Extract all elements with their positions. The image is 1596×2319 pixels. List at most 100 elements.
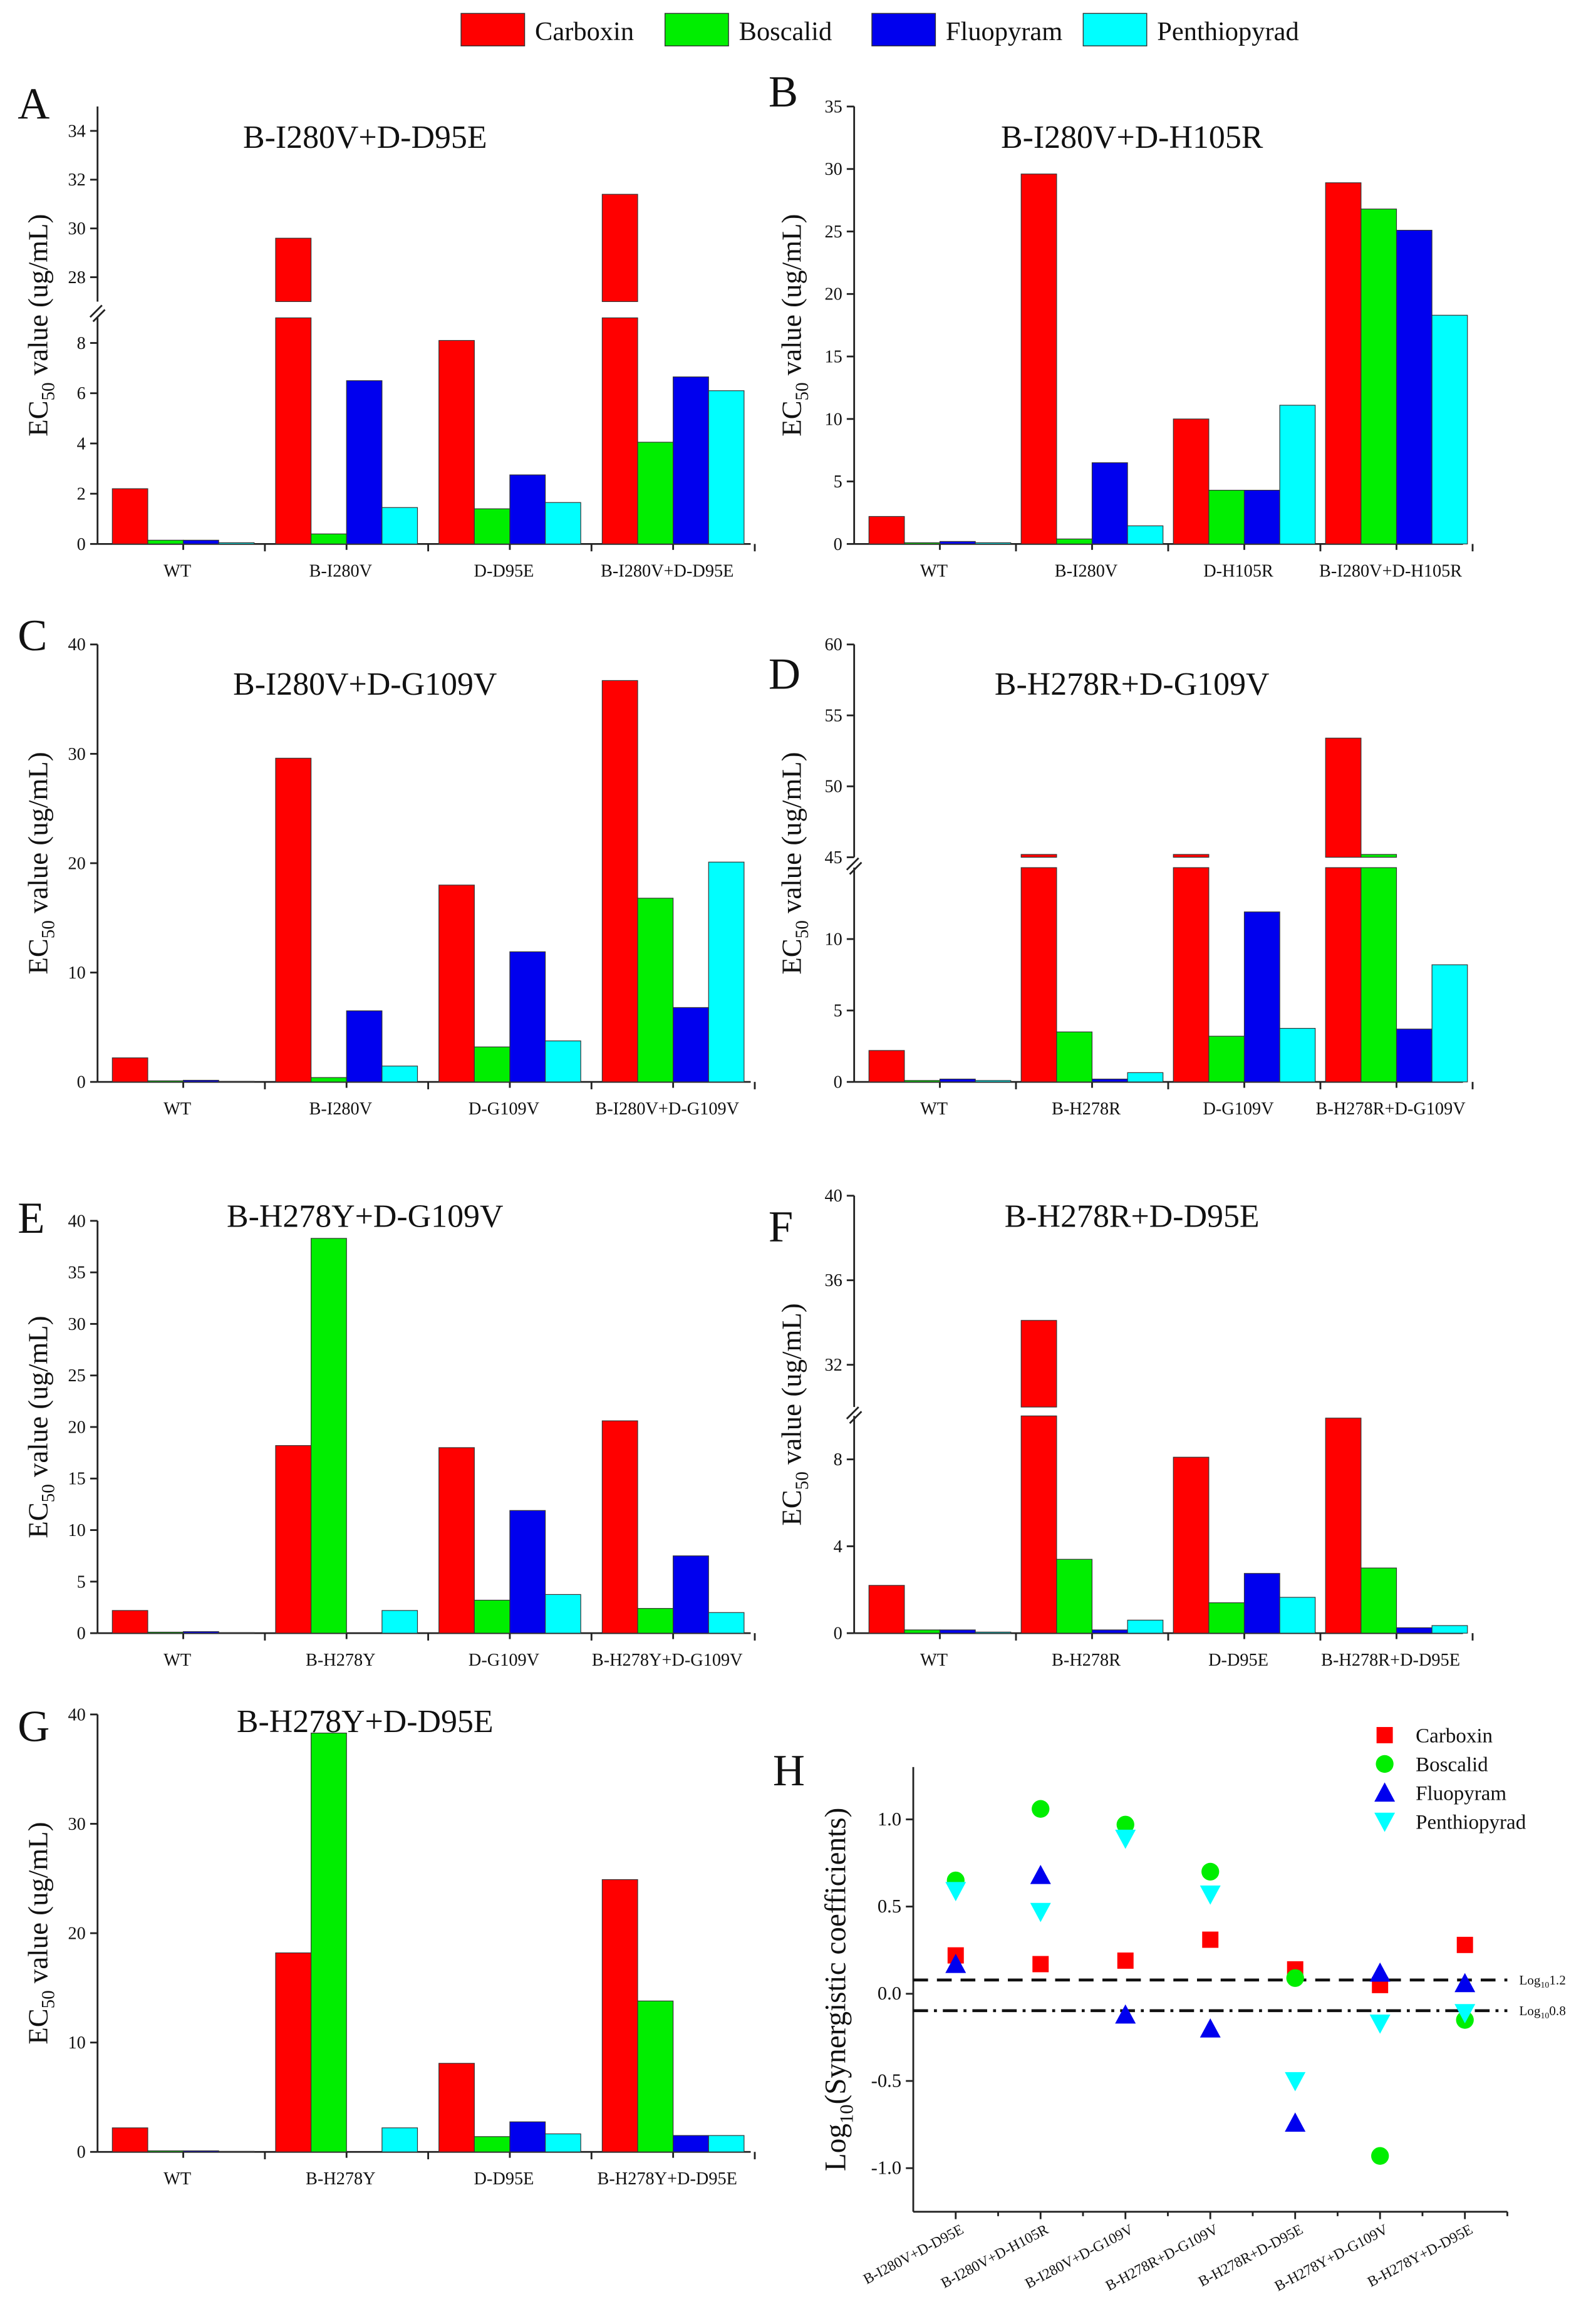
bar-penthiopyrad-d-d95e xyxy=(544,502,581,544)
bar-boscalid-wt xyxy=(147,1631,184,1634)
y-tick-label: 10 xyxy=(824,410,842,429)
y-tick-label: 35 xyxy=(68,1263,86,1283)
bar-boscalid-b-h278y xyxy=(311,1238,347,1634)
y-axis-label-main: EC xyxy=(22,401,53,437)
bar-fluopyram-wt xyxy=(182,2150,219,2152)
point-penthiopyrad xyxy=(945,1882,966,1902)
legend-item: Penthiopyrad xyxy=(1082,13,1299,47)
y-tick-label: 15 xyxy=(824,348,842,367)
legend-swatch xyxy=(460,13,526,47)
y-axis-label-rest: (Synergistic coefficients) xyxy=(819,1808,852,2105)
bar-carboxin-d-d95e xyxy=(438,340,475,544)
bar-boscalid-b-i280v+d-d95e xyxy=(637,442,674,544)
legend-label: Carboxin xyxy=(1416,1725,1493,1748)
bar-carboxin-b-h278r-upper xyxy=(1020,1320,1057,1408)
y-tick-label: 0 xyxy=(77,2143,86,2162)
bar-penthiopyrad-d-g109v xyxy=(1279,1028,1316,1082)
y-tick-label: 1.0 xyxy=(878,1808,901,1830)
y-axis-label-main: EC xyxy=(22,2008,53,2044)
reference-line-label-main: Log xyxy=(1519,2003,1541,2018)
bar-carboxin-d-g109v xyxy=(438,885,475,1082)
y-axis-label-main: EC xyxy=(776,1490,807,1525)
reference-line-label-subscript: 10 xyxy=(1541,2011,1550,2020)
bar-fluopyram-d-d95e xyxy=(509,474,546,544)
panel-letter: A xyxy=(18,80,49,128)
bar-boscalid-d-g109v xyxy=(1208,1035,1245,1082)
axis-break-mark xyxy=(849,1411,863,1424)
bar-carboxin-b-i280v xyxy=(275,317,312,544)
point-carboxin xyxy=(1202,1931,1219,1948)
y-axis-label-subscript: 50 xyxy=(792,382,812,400)
bar-penthiopyrad-d-g109v xyxy=(544,1040,581,1082)
point-fluopyram xyxy=(1200,2018,1221,2038)
bar-penthiopyrad-b-i280v+d-g109v xyxy=(708,861,745,1082)
chart-title: B-H278R+D-D95E xyxy=(1005,1198,1260,1234)
bar-penthiopyrad-d-d95e xyxy=(544,2133,581,2152)
bar-carboxin-b-h278r+d-g109v-upper xyxy=(1325,737,1362,858)
y-axis-label-subscript: 50 xyxy=(792,1471,812,1490)
bar-penthiopyrad-wt xyxy=(218,2150,255,2152)
y-tick-label: 55 xyxy=(824,706,842,725)
y-tick-label: 40 xyxy=(824,1186,842,1206)
y-axis-label-main: EC xyxy=(22,1502,53,1538)
x-tick-label: WT xyxy=(920,561,948,581)
y-axis-label-main: EC xyxy=(776,938,807,974)
bar-boscalid-b-i280v xyxy=(311,1077,347,1082)
x-tick-label: B-I280V xyxy=(1055,561,1118,581)
legend-label: Boscalid xyxy=(739,17,832,46)
bar-boscalid-b-h278y+d-g109v xyxy=(637,1608,674,1634)
point-fluopyram xyxy=(1369,1962,1391,1982)
x-tick-label: D-D95E xyxy=(474,2169,534,2189)
axis-break-mark xyxy=(89,304,103,318)
point-penthiopyrad xyxy=(1200,1885,1221,1905)
bar-fluopyram-d-g109v xyxy=(509,1510,546,1634)
bar-carboxin-d-g109v-upper xyxy=(1173,854,1210,858)
y-tick-label: -0.5 xyxy=(871,2070,902,2091)
y-tick-label: 60 xyxy=(824,635,842,655)
y-axis-label: EC50 value (ug/mL) xyxy=(22,752,58,974)
bar-boscalid-d-g109v xyxy=(474,1599,510,1634)
bar-carboxin-wt xyxy=(868,1050,905,1082)
bar-carboxin-d-g109v xyxy=(438,1447,475,1634)
y-axis-label-rest: value (ug/mL) xyxy=(776,214,807,383)
y-axis-label: Log10(Synergistic coefficients) xyxy=(819,1808,857,2171)
bar-fluopyram-b-h278y+d-d95e xyxy=(673,2135,709,2152)
point-boscalid xyxy=(1286,1969,1304,1987)
bar-boscalid-b-h278y+d-d95e xyxy=(637,2000,674,2152)
reference-line-label: Log101.2 xyxy=(1519,1973,1566,1990)
panel-A: A B-I280V+D-D95E 0 2 4 6 8 28 30 32 34 EC50 value (… xyxy=(18,80,756,581)
y-tick-label: 5 xyxy=(834,1002,842,1021)
y-tick-label: 10 xyxy=(68,1521,86,1540)
legend-label: Fluopyram xyxy=(946,17,1062,46)
legend-item: Fluopyram xyxy=(1374,1782,1506,1805)
top-legend: Carboxin Boscalid Fluopyram Penthiopyrad xyxy=(460,13,1299,47)
bar-boscalid-wt xyxy=(904,1629,941,1634)
y-tick-label: 8 xyxy=(77,334,86,353)
legend-marker-boscalid xyxy=(1376,1755,1394,1773)
panel-E: E B-H278Y+D-G109V 0 5 10 15 20 25 30 35 40 EC50 val… xyxy=(18,1194,756,1670)
x-tick-label: B-I280V xyxy=(309,1099,373,1119)
y-axis-label-rest: value (ug/mL) xyxy=(22,1822,53,1990)
bar-penthiopyrad-d-g109v xyxy=(544,1594,581,1634)
y-tick-label: 35 xyxy=(824,97,842,117)
bar-penthiopyrad-b-h278y+d-d95e xyxy=(708,2135,745,2152)
panel-C: C B-I280V+D-G109V 0 10 20 30 40 EC50 value (ug/… xyxy=(18,611,756,1119)
bar-penthiopyrad-b-i280v xyxy=(1127,525,1164,544)
point-boscalid xyxy=(1116,1815,1134,1834)
axis-break-mark xyxy=(92,309,106,323)
y-tick-label: 10 xyxy=(824,930,842,950)
bar-boscalid-b-i280v xyxy=(311,533,347,544)
legend-marker-fluopyram xyxy=(1374,1782,1396,1802)
y-axis-label-main: Log xyxy=(819,2124,852,2171)
point-fluopyram xyxy=(1285,2112,1306,2132)
y-axis-label: EC50 value (ug/mL) xyxy=(22,214,58,437)
bar-penthiopyrad-b-i280v+d-h105r xyxy=(1431,314,1468,544)
x-tick-label: WT xyxy=(163,1099,191,1119)
bar-fluopyram-b-h278r xyxy=(1091,1078,1128,1082)
bar-carboxin-b-i280v xyxy=(1020,174,1057,544)
x-tick-label: D-D95E xyxy=(1208,1651,1268,1670)
y-tick-label: 0 xyxy=(834,1624,842,1644)
